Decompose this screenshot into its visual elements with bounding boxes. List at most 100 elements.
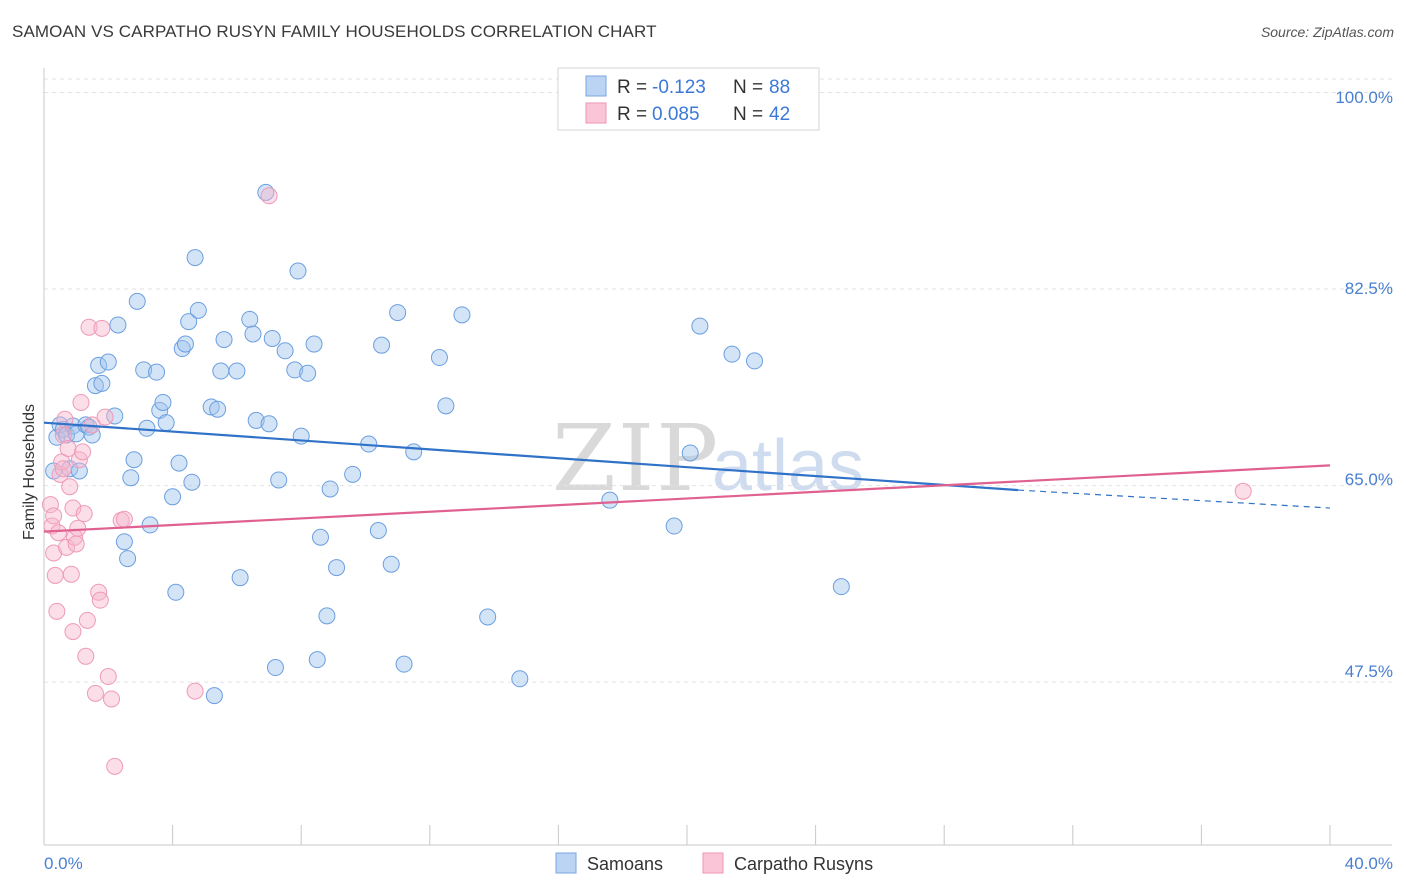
- samoan-point-37: [186, 249, 204, 267]
- carpatho-point-34: [115, 510, 133, 528]
- y-tick-label-82-5: 82.5%: [1345, 279, 1393, 298]
- legend-r-value-carpatho: 0.085: [652, 104, 700, 125]
- samoan-point-40: [205, 687, 223, 705]
- samoan-point-18: [115, 533, 133, 551]
- samoan-point-76: [479, 608, 497, 626]
- samoan-point-50: [260, 415, 278, 433]
- samoan-point-61: [311, 528, 329, 546]
- series-legend: Samoans Carpatho Rusyns: [555, 852, 873, 874]
- samoan-point-70: [389, 304, 407, 322]
- samoan-point-62: [318, 607, 336, 625]
- x-tick-label-40: 40.0%: [1345, 854, 1393, 873]
- samoan-point-82: [723, 345, 741, 363]
- samoan-point-59: [305, 335, 323, 353]
- samoan-point-41: [209, 400, 227, 418]
- x-tick-label-0: 0.0%: [44, 854, 83, 873]
- samoan-point-22: [128, 292, 146, 310]
- samoan-point-15: [99, 353, 117, 371]
- samoan-point-78: [601, 491, 619, 509]
- stats-legend: R = -0.123 N = 88 R = 0.085 N = 42: [557, 67, 820, 131]
- samoan-point-67: [369, 522, 387, 540]
- legend-n-label-carpatho: N =: [733, 104, 763, 125]
- chart-title: SAMOAN VS CARPATHO RUSYN FAMILY HOUSEHOL…: [12, 22, 657, 41]
- samoan-point-64: [328, 559, 346, 577]
- legend-r-label-carpatho: R =: [617, 104, 647, 125]
- y-tick-label-100: 100.0%: [1335, 88, 1393, 107]
- samoan-point-63: [321, 480, 339, 498]
- source-label: Source: ZipAtlas.com: [1260, 24, 1394, 40]
- carpatho-point-39: [54, 460, 72, 478]
- carpatho-point-27: [91, 591, 109, 609]
- samoan-point-75: [453, 306, 471, 324]
- legend-swatch-carpatho: [585, 102, 607, 124]
- samoan-trend-extension: [1018, 489, 1331, 509]
- carpatho-point-23: [80, 318, 98, 336]
- carpatho-point-20: [74, 443, 92, 461]
- carpatho-point-25: [86, 684, 104, 702]
- samoan-point-20: [122, 469, 140, 487]
- carpatho-point-29: [96, 408, 114, 426]
- samoan-point-13: [90, 356, 108, 374]
- carpatho-point-30: [99, 668, 117, 686]
- carpatho-point-6: [51, 465, 69, 483]
- carpatho-point-31: [103, 690, 121, 708]
- trend-lines: [43, 421, 1331, 533]
- carpatho-point-19: [72, 393, 90, 411]
- samoan-point-17: [109, 316, 127, 334]
- samoan-point-69: [382, 555, 400, 573]
- samoan-point-53: [270, 471, 288, 489]
- samoan-point-29: [157, 414, 175, 432]
- samoan-point-58: [299, 364, 317, 382]
- samoan-point-65: [344, 465, 362, 483]
- samoan-point-49: [257, 183, 275, 201]
- samoan-point-26: [148, 363, 166, 381]
- samoan-point-45: [231, 569, 249, 587]
- series-legend-label-carpatho: Carpatho Rusyns: [734, 854, 873, 874]
- samoan-point-71: [395, 655, 413, 673]
- samoan-point-35: [180, 313, 198, 331]
- samoan-point-19: [119, 550, 137, 568]
- carpatho-point-21: [77, 647, 95, 665]
- series-legend-label-samoans: Samoans: [587, 854, 663, 874]
- legend-n-label-samoans: N =: [733, 77, 763, 98]
- samoan-point-24: [138, 419, 156, 437]
- carpatho-point-40: [64, 499, 82, 517]
- samoan-point-28: [154, 393, 172, 411]
- series-legend-swatch-carpatho: [702, 852, 724, 874]
- samoan-point-14: [93, 374, 111, 392]
- samoan-point-34: [176, 335, 194, 353]
- watermark-zip: ZIP: [552, 405, 720, 512]
- samoan-point-54: [276, 342, 294, 360]
- samoan-point-23: [135, 361, 153, 379]
- carpatho-point-38: [45, 507, 63, 525]
- samoan-point-33: [173, 340, 191, 358]
- samoan-point-83: [746, 352, 764, 370]
- samoan-point-44: [228, 362, 246, 380]
- samoan-point-77: [511, 670, 529, 688]
- legend-swatch-samoans: [585, 75, 607, 97]
- carpatho-point-22: [78, 611, 96, 629]
- samoan-point-12: [86, 377, 104, 395]
- data-points: [41, 183, 1252, 775]
- samoan-point-42: [212, 362, 230, 380]
- samoan-point-51: [263, 329, 281, 347]
- samoan-point-47: [244, 325, 262, 343]
- axes: [43, 68, 1392, 846]
- samoan-point-73: [430, 349, 448, 367]
- samoan-point-60: [308, 651, 326, 669]
- samoan-point-38: [189, 301, 207, 319]
- carpatho-point-36: [260, 187, 278, 205]
- carpatho-point-3: [46, 566, 64, 584]
- carpatho-trend-line: [43, 464, 1331, 533]
- legend-r-value-samoans: -0.123: [652, 77, 706, 98]
- carpatho-point-32: [106, 757, 124, 775]
- samoan-point-30: [164, 488, 182, 506]
- carpatho-point-17: [69, 519, 87, 537]
- samoan-point-52: [266, 659, 284, 677]
- samoan-point-74: [437, 397, 455, 415]
- carpatho-point-5: [49, 524, 67, 542]
- samoan-point-43: [215, 331, 233, 349]
- samoan-point-56: [289, 262, 307, 280]
- samoan-point-79: [665, 517, 683, 535]
